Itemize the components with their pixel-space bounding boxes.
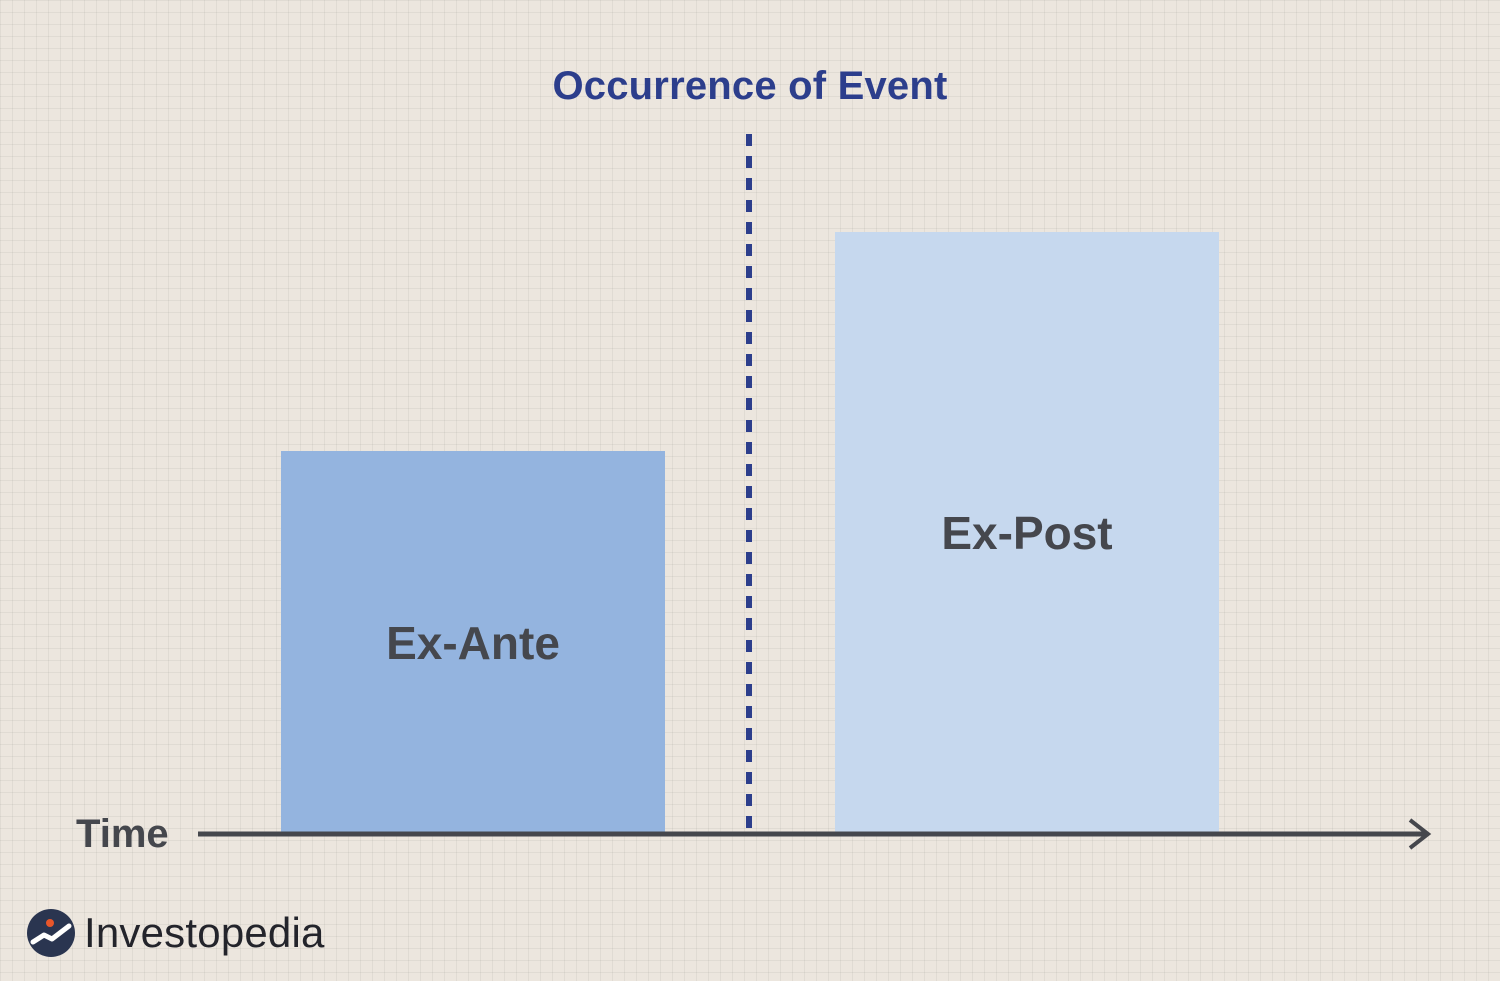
ex-post-label: Ex-Post: [941, 506, 1112, 560]
time-axis-arrow: [196, 812, 1436, 856]
time-axis-label: Time: [76, 812, 169, 857]
ex-post-bar: Ex-Post: [835, 232, 1219, 834]
brand-name: Investopedia: [84, 909, 325, 957]
ex-ante-bar: Ex-Ante: [281, 451, 665, 834]
event-divider-line: [746, 134, 752, 834]
brand: Investopedia: [26, 905, 325, 961]
ex-ante-label: Ex-Ante: [386, 616, 560, 670]
event-title: Occurrence of Event: [450, 64, 1050, 109]
investopedia-logo-icon: [26, 908, 76, 958]
